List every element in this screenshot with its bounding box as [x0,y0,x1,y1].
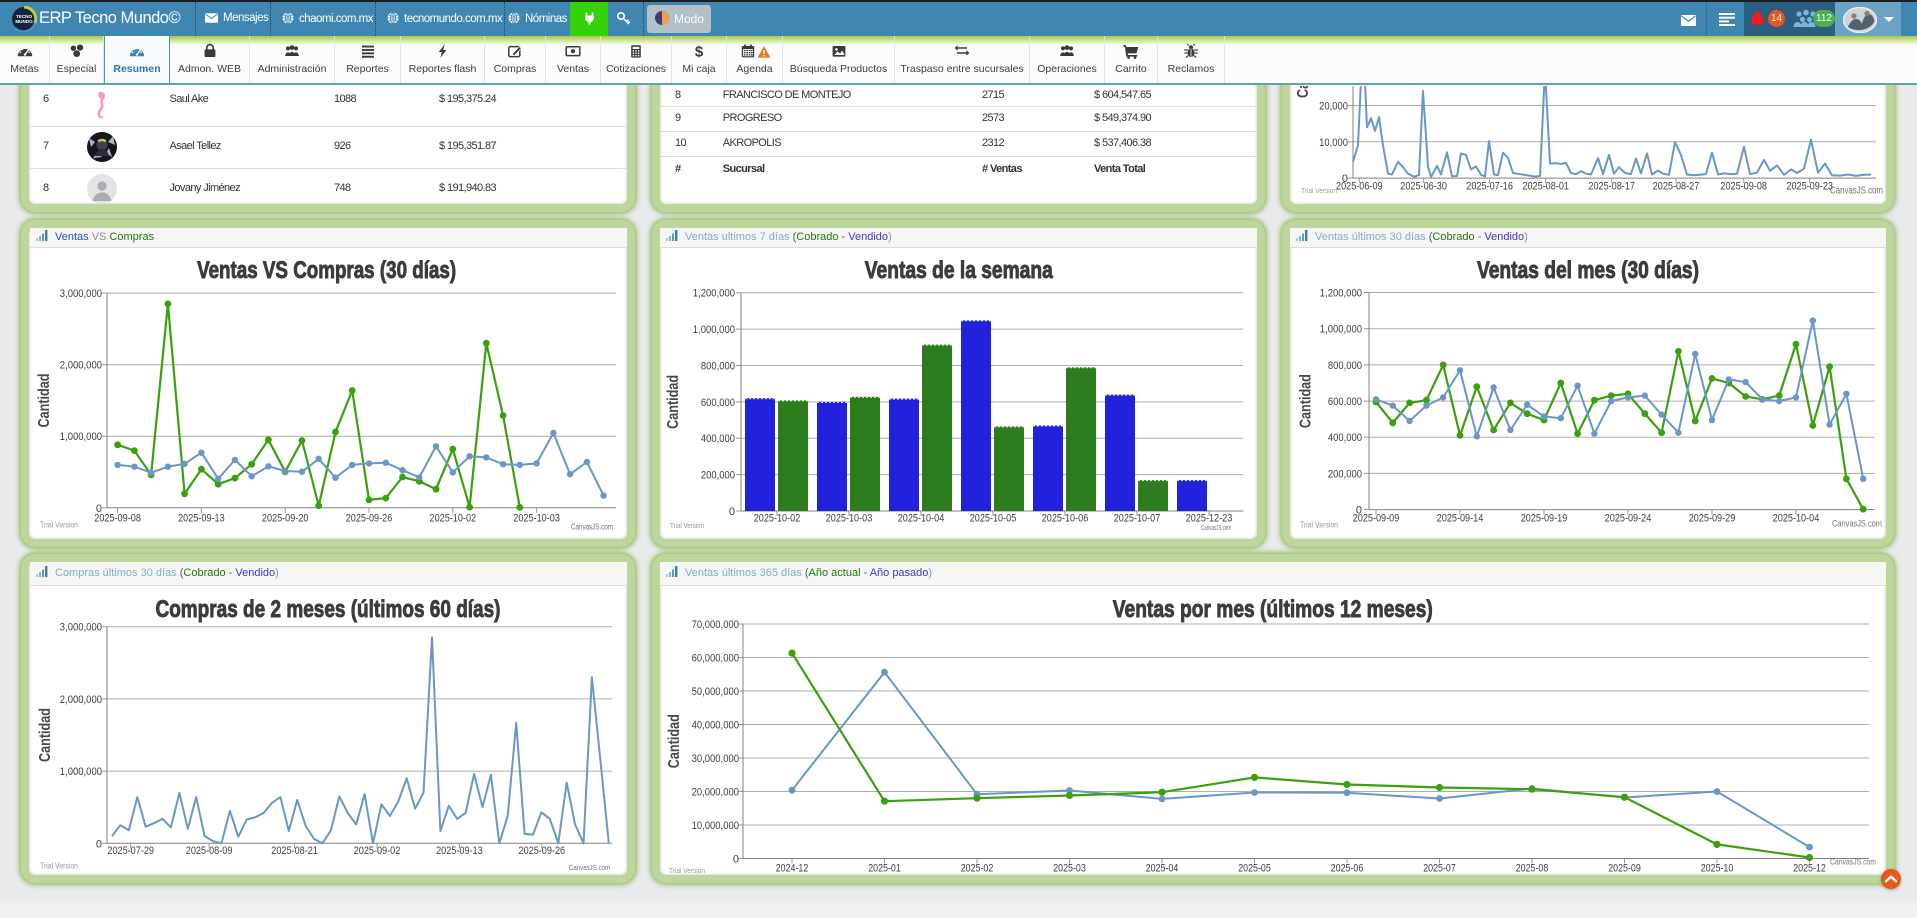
svg-text:MUNDO: MUNDO [15,19,33,24]
svg-text:$: $ [695,43,704,59]
svg-text:TECNO: TECNO [16,14,33,19]
